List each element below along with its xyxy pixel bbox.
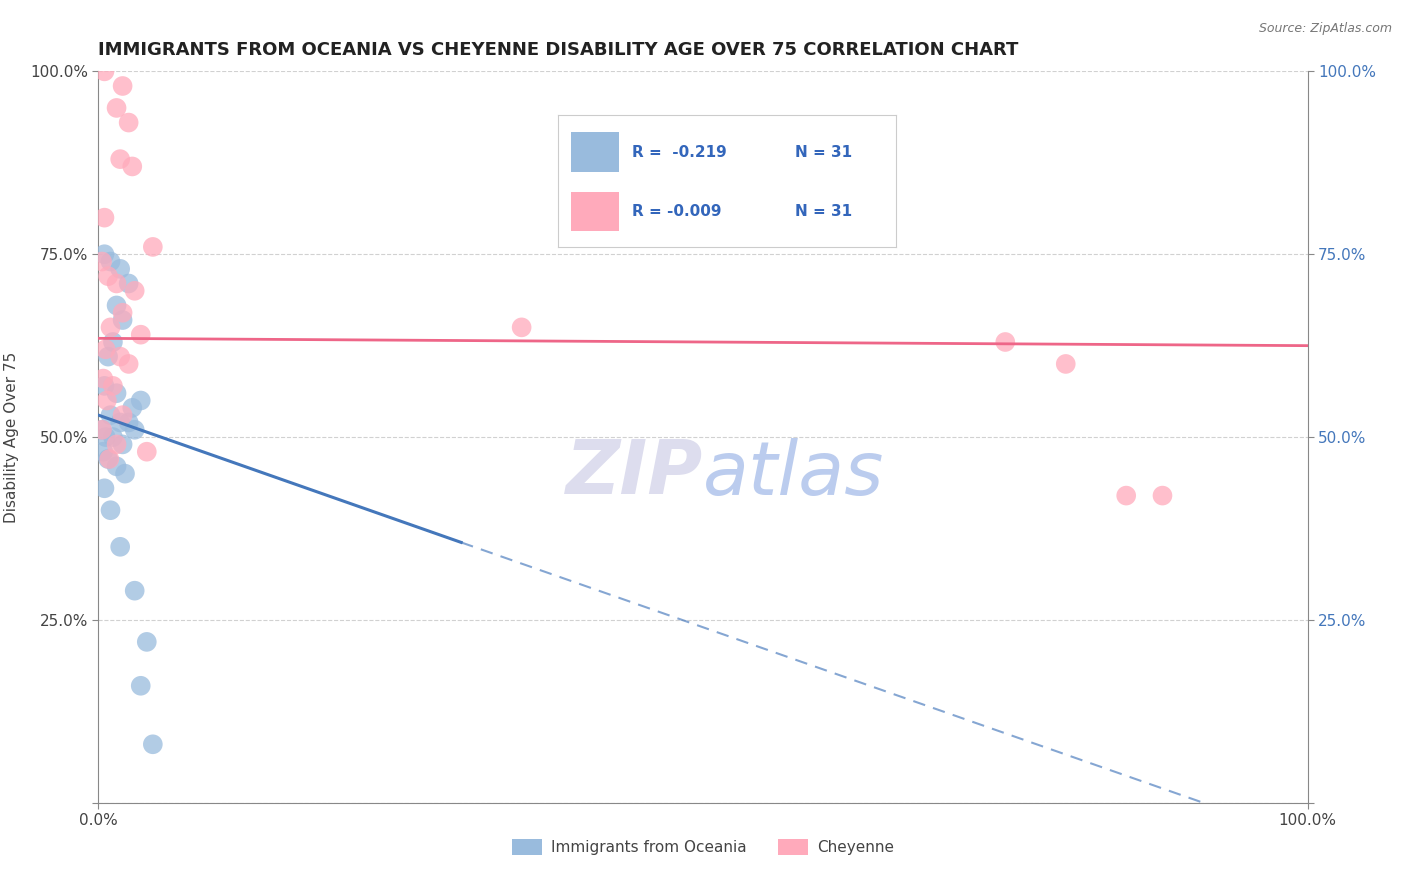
Point	[101, 379, 124, 393]
Point	[124, 284, 146, 298]
Point	[108, 350, 131, 364]
Point	[142, 240, 165, 254]
Legend: Immigrants from Oceania, Cheyenne: Immigrants from Oceania, Cheyenne	[506, 833, 900, 861]
Point	[129, 327, 152, 342]
Point	[111, 78, 134, 93]
Point	[91, 423, 114, 437]
Point	[94, 343, 117, 357]
Point	[994, 334, 1017, 349]
Point	[111, 437, 134, 451]
Point	[118, 115, 141, 129]
Point	[124, 423, 146, 437]
Point	[101, 430, 124, 444]
Point	[135, 444, 157, 458]
Text: IMMIGRANTS FROM OCEANIA VS CHEYENNE DISABILITY AGE OVER 75 CORRELATION CHART: IMMIGRANTS FROM OCEANIA VS CHEYENNE DISA…	[98, 41, 1019, 59]
Point	[121, 160, 143, 174]
Point	[93, 211, 115, 225]
Text: Source: ZipAtlas.com: Source: ZipAtlas.com	[1258, 22, 1392, 36]
Point	[118, 416, 141, 430]
Point	[101, 334, 124, 349]
Point	[135, 635, 157, 649]
Point	[97, 452, 120, 467]
Point	[93, 379, 115, 393]
Point	[96, 393, 118, 408]
Point	[142, 737, 165, 751]
Point	[105, 277, 128, 291]
Point	[108, 416, 131, 430]
Point	[105, 298, 128, 312]
Point	[111, 306, 134, 320]
Point	[1115, 489, 1137, 503]
Point	[105, 459, 128, 474]
Y-axis label: Disability Age Over 75: Disability Age Over 75	[4, 351, 18, 523]
Point	[100, 408, 122, 422]
Point	[93, 64, 115, 78]
Point	[1152, 489, 1174, 503]
Point	[97, 350, 120, 364]
Point	[105, 101, 128, 115]
Point	[118, 357, 141, 371]
Point	[97, 269, 120, 284]
Point	[111, 408, 134, 422]
Point	[129, 679, 152, 693]
Point	[100, 503, 122, 517]
Point	[93, 481, 115, 495]
Point	[91, 371, 114, 385]
Point	[108, 261, 131, 276]
Point	[91, 423, 114, 437]
Text: atlas: atlas	[703, 438, 884, 509]
Text: ZIP: ZIP	[565, 437, 703, 510]
Point	[114, 467, 136, 481]
Point	[91, 444, 114, 458]
Point	[124, 583, 146, 598]
Point	[93, 247, 115, 261]
Point	[1054, 357, 1077, 371]
Point	[105, 437, 128, 451]
Point	[118, 277, 141, 291]
Point	[91, 254, 114, 268]
Point	[108, 540, 131, 554]
Point	[98, 452, 121, 467]
Point	[105, 386, 128, 401]
Point	[510, 320, 533, 334]
Point	[108, 152, 131, 166]
Point	[100, 320, 122, 334]
Point	[111, 313, 134, 327]
Point	[94, 430, 117, 444]
Point	[129, 393, 152, 408]
Point	[121, 401, 143, 415]
Point	[100, 254, 122, 268]
